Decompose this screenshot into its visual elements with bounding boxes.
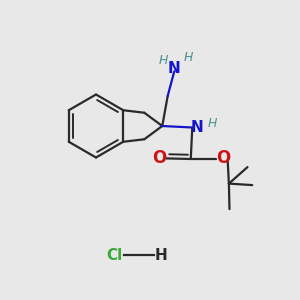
Text: N: N (168, 61, 181, 76)
Text: O: O (152, 149, 167, 167)
Text: Cl: Cl (106, 248, 122, 262)
Text: H: H (154, 248, 167, 262)
Text: H: H (158, 54, 168, 68)
Text: H: H (208, 117, 218, 130)
Text: O: O (216, 149, 230, 167)
Text: H: H (184, 51, 194, 64)
Text: N: N (191, 120, 203, 135)
